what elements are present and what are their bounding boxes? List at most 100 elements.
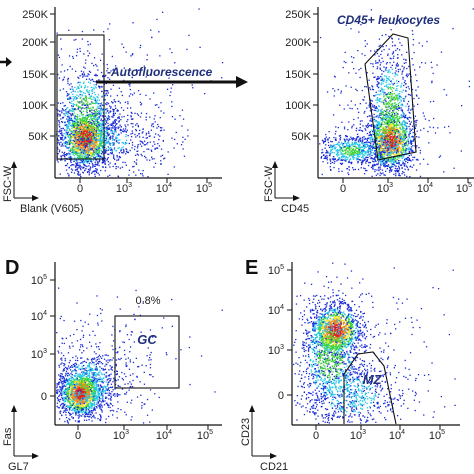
event-dot: [151, 36, 153, 39]
event-dot: [73, 140, 76, 143]
event-dot: [389, 169, 392, 171]
event-dot: [380, 147, 382, 149]
event-dot: [399, 133, 402, 135]
event-dot: [163, 112, 165, 114]
event-dot: [405, 114, 407, 116]
event-dot: [67, 126, 69, 128]
event-dot: [391, 138, 394, 140]
event-dot: [156, 147, 158, 149]
event-dot: [111, 55, 113, 58]
event-dot: [83, 137, 85, 139]
event-dot: [400, 103, 403, 105]
event-dot: [396, 89, 398, 92]
scatter-points: [319, 8, 474, 178]
event-dot: [390, 146, 392, 148]
event-dot: [415, 121, 417, 124]
event-dot: [86, 156, 89, 158]
event-dot: [94, 113, 96, 116]
event-dot: [69, 129, 71, 131]
event-dot: [86, 137, 88, 139]
event-dot: [405, 149, 407, 151]
event-dot: [399, 101, 401, 104]
event-dot: [75, 162, 77, 164]
event-dot: [90, 143, 93, 145]
event-dot: [363, 167, 365, 169]
event-dot: [87, 138, 89, 140]
event-dot: [70, 125, 72, 127]
event-dot: [91, 122, 93, 124]
event-dot: [136, 159, 138, 161]
event-dot: [75, 147, 77, 149]
event-dot: [79, 127, 81, 130]
event-dot: [151, 150, 153, 152]
event-dot: [92, 102, 94, 104]
event-dot: [87, 106, 89, 109]
event-dot: [407, 148, 410, 150]
event-dot: [106, 129, 108, 132]
event-dot: [381, 139, 383, 141]
event-dot: [392, 149, 394, 151]
event-dot: [109, 152, 112, 154]
event-dot: [93, 123, 95, 126]
event-dot: [84, 156, 86, 158]
event-dot: [78, 146, 80, 148]
event-dot: [380, 17, 382, 19]
event-dot: [401, 164, 403, 166]
event-dot: [82, 122, 84, 124]
event-dot: [112, 108, 114, 110]
event-dot: [158, 31, 160, 33]
event-dot: [97, 147, 99, 149]
event-dot: [132, 22, 134, 24]
event-dot: [94, 175, 96, 177]
event-dot: [171, 101, 173, 103]
event-dot: [91, 147, 93, 149]
event-dot: [127, 114, 129, 116]
event-dot: [109, 137, 111, 139]
event-dot: [409, 148, 411, 150]
event-dot: [388, 154, 390, 156]
event-dot: [77, 141, 79, 143]
event-dot: [104, 95, 106, 97]
event-dot: [380, 53, 382, 56]
event-dot: [87, 148, 89, 150]
event-dot: [95, 100, 98, 102]
event-dot: [398, 174, 400, 176]
event-dot: [371, 136, 373, 138]
event-dot: [77, 114, 79, 116]
event-dot: [377, 136, 380, 138]
event-dot: [393, 159, 395, 161]
event-dot: [369, 120, 371, 122]
event-dot: [107, 119, 109, 121]
y-tick-label: 200K: [22, 37, 48, 49]
event-dot: [92, 119, 94, 122]
event-dot: [333, 166, 335, 169]
event-dot: [85, 99, 88, 101]
event-dot: [95, 63, 97, 66]
event-dot: [387, 145, 389, 148]
event-dot: [94, 98, 96, 100]
event-dot: [71, 100, 73, 102]
event-dot: [135, 128, 137, 131]
event-dot: [95, 101, 97, 103]
event-dot: [405, 161, 407, 163]
event-dot: [391, 133, 393, 135]
event-dot: [73, 139, 75, 141]
event-dot: [80, 86, 82, 88]
event-dot: [104, 161, 106, 163]
event-dot: [411, 88, 414, 91]
event-dot: [91, 126, 94, 128]
event-dot: [389, 84, 391, 86]
event-dot: [376, 98, 378, 100]
event-dot: [120, 148, 122, 150]
event-dot: [70, 168, 73, 170]
event-dot: [388, 76, 390, 78]
event-dot: [379, 123, 381, 125]
event-dot: [402, 128, 404, 130]
event-dot: [96, 123, 98, 125]
event-dot: [96, 171, 98, 174]
event-dot: [63, 113, 65, 115]
event-dot: [417, 86, 419, 88]
event-dot: [416, 80, 418, 82]
event-dot: [87, 101, 89, 103]
event-dot: [388, 117, 390, 120]
